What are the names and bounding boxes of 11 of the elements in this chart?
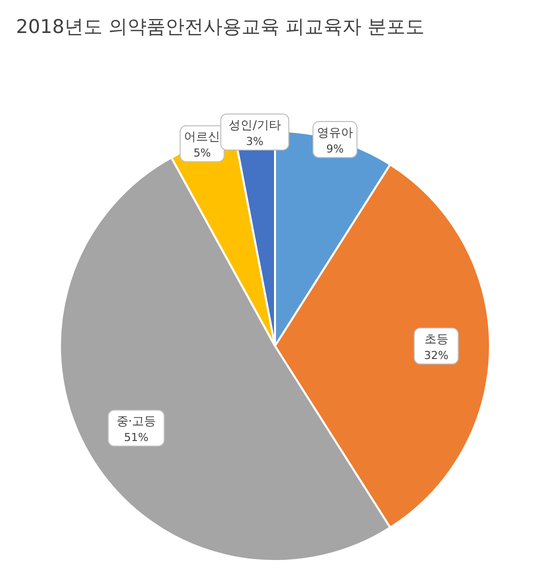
data-label: 3%: [246, 134, 264, 148]
slice-label: 초등: [424, 332, 448, 346]
chart-title: 2018년도 의약품안전사용교육 피교육자 분포도: [15, 15, 426, 40]
data-label: 51%: [124, 431, 148, 444]
slice-label: 영유아: [316, 126, 353, 140]
slice-label: 성인/기타: [228, 118, 281, 132]
slice-label: 어르신: [184, 130, 220, 144]
data-label: 9%: [326, 142, 344, 156]
data-label: 32%: [424, 349, 448, 362]
data-label: 5%: [193, 146, 211, 160]
slice-label: 중·고등: [116, 414, 156, 428]
